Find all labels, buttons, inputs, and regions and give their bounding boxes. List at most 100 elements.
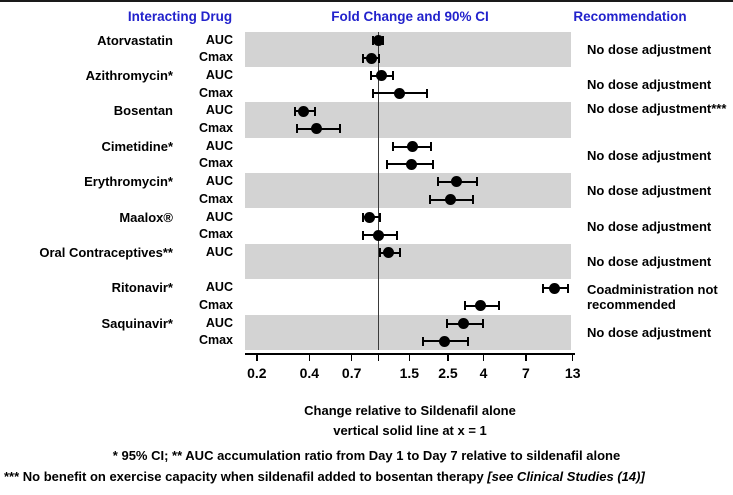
axis-caption-change-relative: Change relative to Sildenafil alone xyxy=(304,403,516,418)
x-axis-tick-label: 1.5 xyxy=(399,365,420,381)
ci-cap-low xyxy=(369,71,372,81)
drug-name-label: Maalox® xyxy=(119,209,173,225)
point-estimate-dot xyxy=(438,335,450,347)
point-estimate-dot xyxy=(406,141,418,153)
ci-cap-low xyxy=(446,319,449,329)
point-estimate-dot xyxy=(406,158,418,170)
ci-cap-high xyxy=(392,71,395,81)
ci-cap-low xyxy=(428,195,431,205)
recommendation-text: No dose adjustment xyxy=(587,324,712,340)
param-label: Cmax xyxy=(198,298,233,312)
ci-cap-high xyxy=(471,195,474,205)
recommendation-text: No dose adjustment xyxy=(587,41,712,57)
ci-cap-high xyxy=(482,319,485,329)
recommendation-text: No dose adjustment xyxy=(587,77,712,93)
column-header-recommendation: Recommendation xyxy=(573,9,687,24)
ci-cap-low xyxy=(385,159,388,169)
reference-line-x1 xyxy=(378,31,380,351)
param-label: AUC xyxy=(205,209,233,224)
drug-name-label: Erythromycin* xyxy=(84,174,173,190)
ci-cap-high xyxy=(398,248,401,258)
footnote-bosentan-text: *** No benefit on exercise capacity when… xyxy=(4,469,488,484)
x-axis-tick xyxy=(447,353,449,361)
param-label: Cmax xyxy=(198,227,233,242)
param-label: Cmax xyxy=(198,156,233,171)
param-label: AUC xyxy=(205,32,233,47)
x-axis-tick xyxy=(525,353,527,361)
x-axis-tick-label: 7 xyxy=(521,365,530,381)
recommendation-text: No dose adjustment xyxy=(587,254,712,270)
ci-cap-high xyxy=(313,106,316,116)
ci-cap-high xyxy=(377,53,380,63)
shaded-band xyxy=(245,173,571,209)
ci-cap-low xyxy=(296,124,298,134)
point-estimate-dot xyxy=(383,247,395,259)
x-axis-tick-label: 4 xyxy=(479,365,488,381)
x-axis-tick xyxy=(482,353,485,361)
axis-caption-vertical-line: vertical solid line at x = 1 xyxy=(333,423,487,438)
column-header-fold-change: Fold Change and 90% CI xyxy=(331,9,489,24)
point-estimate-dot xyxy=(445,194,457,206)
param-label: AUC xyxy=(205,244,233,259)
x-axis-tick xyxy=(571,353,574,361)
shaded-band xyxy=(245,31,571,67)
point-estimate-dot xyxy=(373,34,385,46)
x-axis-tick xyxy=(256,353,258,361)
param-label: Cmax xyxy=(198,85,233,100)
x-axis-tick xyxy=(308,353,311,361)
footnote-ci-accumulation: * 95% CI; ** AUC accumulation ratio from… xyxy=(112,448,621,463)
param-label: Cmax xyxy=(198,333,233,348)
ci-cap-high xyxy=(379,212,382,222)
ci-cap-high xyxy=(467,336,470,346)
point-estimate-dot xyxy=(365,52,377,64)
x-axis-tick-label: 13 xyxy=(564,365,581,381)
footnote-clinical-studies-ref: [see Clinical Studies (14)] xyxy=(487,469,645,484)
ci-cap-high xyxy=(566,283,569,293)
recommendation-text: Coadministration not recommended xyxy=(587,281,718,312)
ci-cap-high xyxy=(430,142,433,152)
shaded-band xyxy=(245,314,571,351)
drug-name-label: Oral Contraceptives** xyxy=(39,244,173,260)
point-estimate-dot xyxy=(364,211,376,223)
x-axis-tick xyxy=(350,353,353,361)
param-label: AUC xyxy=(205,280,233,295)
x-axis-tick xyxy=(377,353,380,361)
drug-name-label: Saquinavir* xyxy=(101,315,173,331)
point-estimate-dot xyxy=(297,105,309,117)
param-label: Cmax xyxy=(198,191,233,206)
point-estimate-dot xyxy=(373,229,385,241)
param-label: AUC xyxy=(205,103,233,118)
drug-name-label: Ritonavir* xyxy=(111,280,173,296)
ci-cap-low xyxy=(392,142,395,152)
param-label: AUC xyxy=(205,138,233,153)
ci-cap-high xyxy=(498,301,501,311)
param-label: AUC xyxy=(205,315,233,330)
x-axis-tick xyxy=(408,353,411,361)
ci-cap-high xyxy=(338,124,341,134)
column-header-interacting-drug: Interacting Drug xyxy=(127,9,233,24)
recommendation-text: No dose adjustment xyxy=(587,218,712,234)
param-label: AUC xyxy=(205,174,233,189)
drug-name-label: Atorvastatin xyxy=(97,32,173,48)
shaded-band xyxy=(245,243,571,280)
param-label: AUC xyxy=(205,67,233,82)
x-axis-tick-label: 0.2 xyxy=(247,365,267,381)
drug-name-label: Azithromycin* xyxy=(85,67,173,83)
point-estimate-dot xyxy=(376,70,388,82)
ci-cap-low xyxy=(372,88,375,98)
point-estimate-dot xyxy=(394,87,406,99)
recommendation-text: No dose adjustment xyxy=(587,147,712,163)
drug-name-label: Cimetidine* xyxy=(101,138,173,154)
ci-cap-low xyxy=(463,301,466,311)
ci-cap-low xyxy=(542,283,545,293)
param-label: Cmax xyxy=(198,121,233,135)
ci-cap-low xyxy=(379,248,382,258)
recommendation-text: No dose adjustment*** xyxy=(587,101,727,117)
drug-name-label: Bosentan xyxy=(113,103,173,119)
x-axis-tick-label: 0.7 xyxy=(341,365,362,381)
point-estimate-dot xyxy=(451,176,463,188)
ci-cap-low xyxy=(422,336,425,346)
footnote-bosentan: *** No benefit on exercise capacity when… xyxy=(4,469,645,484)
point-estimate-dot xyxy=(458,318,470,330)
